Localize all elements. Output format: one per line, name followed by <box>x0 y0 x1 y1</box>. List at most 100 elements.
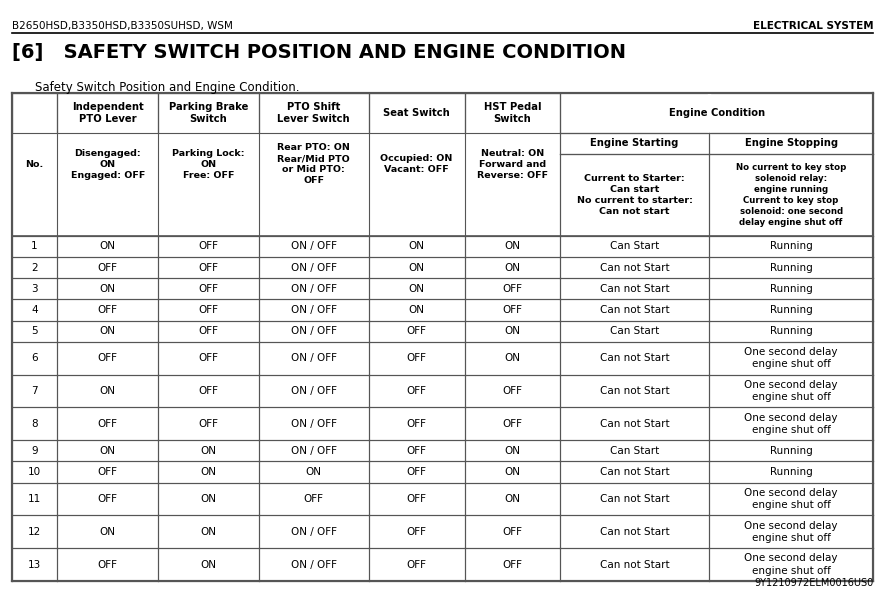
Text: OFF: OFF <box>198 419 219 429</box>
Text: No.: No. <box>26 160 43 169</box>
Text: Running: Running <box>770 284 812 294</box>
Text: ON / OFF: ON / OFF <box>290 559 336 570</box>
Text: ON: ON <box>100 527 116 537</box>
Text: OFF: OFF <box>198 353 219 363</box>
Text: Can not Start: Can not Start <box>600 353 669 363</box>
Text: ON: ON <box>200 527 216 537</box>
Text: ON: ON <box>200 467 216 477</box>
Text: Can not Start: Can not Start <box>600 386 669 396</box>
Text: No current to key stop
solenoid relay:
engine running
Current to key stop
soleno: No current to key stop solenoid relay: e… <box>736 162 846 227</box>
Text: OFF: OFF <box>406 386 427 396</box>
Text: One second delay
engine shut off: One second delay engine shut off <box>744 347 838 370</box>
Text: OFF: OFF <box>406 559 427 570</box>
Text: ON: ON <box>200 446 216 456</box>
Text: Occupied: ON
Vacant: OFF: Occupied: ON Vacant: OFF <box>381 155 453 174</box>
Text: Can Start: Can Start <box>610 326 659 336</box>
Text: Running: Running <box>770 467 812 477</box>
Text: OFF: OFF <box>503 386 522 396</box>
Text: 4: 4 <box>31 305 38 315</box>
Text: Running: Running <box>770 241 812 252</box>
Text: ON: ON <box>100 386 116 396</box>
Text: ELECTRICAL SYSTEM: ELECTRICAL SYSTEM <box>753 21 873 31</box>
Text: ON / OFF: ON / OFF <box>290 326 336 336</box>
Text: ON / OFF: ON / OFF <box>290 419 336 429</box>
Text: OFF: OFF <box>406 446 427 456</box>
Text: ON: ON <box>100 241 116 252</box>
Text: ON / OFF: ON / OFF <box>290 241 336 252</box>
Text: Running: Running <box>770 305 812 315</box>
Text: OFF: OFF <box>97 494 118 504</box>
Text: 1: 1 <box>31 241 38 252</box>
Text: 10: 10 <box>28 467 41 477</box>
Text: Safety Switch Position and Engine Condition.: Safety Switch Position and Engine Condit… <box>35 81 300 94</box>
Text: OFF: OFF <box>97 353 118 363</box>
Text: ON / OFF: ON / OFF <box>290 446 336 456</box>
Text: Can not Start: Can not Start <box>600 305 669 315</box>
Text: ON / OFF: ON / OFF <box>290 386 336 396</box>
Text: One second delay
engine shut off: One second delay engine shut off <box>744 553 838 576</box>
Text: Independent
PTO Lever: Independent PTO Lever <box>72 101 143 124</box>
Text: PTO Shift
Lever Switch: PTO Shift Lever Switch <box>277 101 350 124</box>
Text: OFF: OFF <box>406 419 427 429</box>
Text: ON: ON <box>200 559 216 570</box>
Text: One second delay
engine shut off: One second delay engine shut off <box>744 380 838 402</box>
Text: OFF: OFF <box>97 419 118 429</box>
Text: 9Y1210972ELM0016US0: 9Y1210972ELM0016US0 <box>754 578 873 588</box>
Text: Engine Stopping: Engine Stopping <box>744 138 838 148</box>
Text: ON: ON <box>504 467 520 477</box>
Text: Can not Start: Can not Start <box>600 494 669 504</box>
Text: ON / OFF: ON / OFF <box>290 262 336 273</box>
Text: OFF: OFF <box>503 284 522 294</box>
Text: OFF: OFF <box>97 262 118 273</box>
Text: OFF: OFF <box>406 326 427 336</box>
Text: ON: ON <box>504 494 520 504</box>
Text: Engine Starting: Engine Starting <box>590 138 679 148</box>
Text: ON: ON <box>409 284 425 294</box>
Text: ON: ON <box>504 241 520 252</box>
Text: OFF: OFF <box>503 527 522 537</box>
Text: OFF: OFF <box>198 326 219 336</box>
Text: OFF: OFF <box>97 305 118 315</box>
Text: ON: ON <box>504 262 520 273</box>
Text: ON / OFF: ON / OFF <box>290 305 336 315</box>
Text: 6: 6 <box>31 353 38 363</box>
Text: Seat Switch: Seat Switch <box>383 108 450 117</box>
Text: Running: Running <box>770 326 812 336</box>
Text: 7: 7 <box>31 386 38 396</box>
Text: ON: ON <box>100 446 116 456</box>
Text: OFF: OFF <box>304 494 324 504</box>
Text: OFF: OFF <box>406 353 427 363</box>
Text: OFF: OFF <box>503 419 522 429</box>
Text: ON / OFF: ON / OFF <box>290 527 336 537</box>
Text: OFF: OFF <box>503 305 522 315</box>
Text: 8: 8 <box>31 419 38 429</box>
Text: 5: 5 <box>31 326 38 336</box>
Text: ON / OFF: ON / OFF <box>290 353 336 363</box>
Text: Neutral: ON
Forward and
Reverse: OFF: Neutral: ON Forward and Reverse: OFF <box>477 149 548 180</box>
Text: ON: ON <box>409 241 425 252</box>
Text: Current to Starter:
Can start
No current to starter:
Can not start: Current to Starter: Can start No current… <box>577 174 692 216</box>
Text: ON: ON <box>409 262 425 273</box>
Text: Can Start: Can Start <box>610 446 659 456</box>
Text: OFF: OFF <box>97 467 118 477</box>
Text: [6]   SAFETY SWITCH POSITION AND ENGINE CONDITION: [6] SAFETY SWITCH POSITION AND ENGINE CO… <box>12 43 626 62</box>
Text: Can Start: Can Start <box>610 241 659 252</box>
Text: Running: Running <box>770 262 812 273</box>
Text: ON: ON <box>504 326 520 336</box>
Text: OFF: OFF <box>97 559 118 570</box>
Text: OFF: OFF <box>198 305 219 315</box>
Text: One second delay
engine shut off: One second delay engine shut off <box>744 413 838 435</box>
Text: 12: 12 <box>27 527 41 537</box>
Text: Running: Running <box>770 446 812 456</box>
Text: ON: ON <box>200 494 216 504</box>
Text: ON: ON <box>100 284 116 294</box>
Text: Rear PTO: ON
Rear/Mid PTO
or Mid PTO:
OFF: Rear PTO: ON Rear/Mid PTO or Mid PTO: OF… <box>277 143 350 186</box>
Text: Can not Start: Can not Start <box>600 262 669 273</box>
Text: Engine Condition: Engine Condition <box>669 108 765 117</box>
Text: ON / OFF: ON / OFF <box>290 284 336 294</box>
Text: ON: ON <box>504 353 520 363</box>
Text: ON: ON <box>504 446 520 456</box>
Text: Can not Start: Can not Start <box>600 419 669 429</box>
Text: 13: 13 <box>27 559 41 570</box>
Text: Can not Start: Can not Start <box>600 527 669 537</box>
